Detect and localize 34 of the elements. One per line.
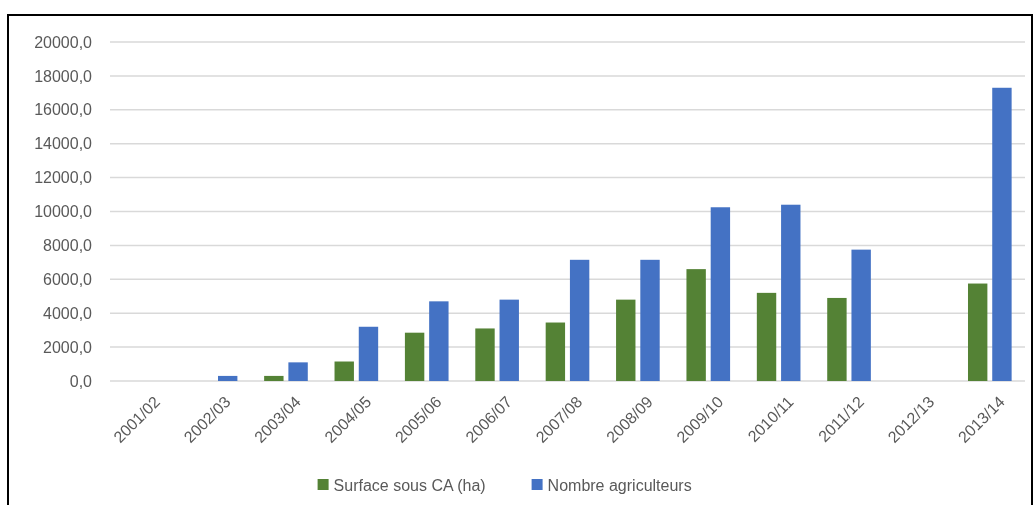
y-tick-label: 0,0 — [69, 372, 93, 390]
bar — [686, 269, 706, 381]
bar — [475, 328, 495, 381]
y-tick-label: 18000,0 — [34, 67, 93, 85]
bar — [967, 283, 988, 381]
y-tick-label: 2000,0 — [43, 338, 93, 356]
bar — [429, 301, 449, 381]
bar — [288, 362, 308, 381]
bar — [710, 207, 731, 381]
bar — [827, 297, 847, 381]
bar — [358, 326, 379, 381]
bar — [616, 299, 636, 381]
y-tick-label: 10000,0 — [34, 203, 93, 221]
y-tick-label: 12000,0 — [34, 169, 93, 187]
y-tick-label: 8000,0 — [43, 237, 93, 254]
bar — [640, 259, 660, 381]
legend-label: Surface sous CA (ha) — [333, 476, 486, 494]
bar — [404, 332, 425, 381]
y-tick-label: 14000,0 — [34, 135, 93, 153]
bar — [781, 204, 801, 381]
bar — [569, 259, 590, 381]
y-tick-label: 6000,0 — [43, 270, 93, 288]
bar — [499, 299, 519, 381]
bar — [992, 87, 1012, 381]
y-tick-label: 20000,0 — [34, 33, 93, 51]
y-tick-label: 4000,0 — [43, 304, 93, 322]
legend-label: Nombre agriculteurs — [547, 476, 692, 494]
bar — [264, 375, 284, 381]
bar — [218, 375, 238, 381]
bar — [334, 361, 354, 381]
bar — [851, 249, 871, 381]
bar — [545, 322, 566, 381]
bar — [756, 292, 777, 381]
y-tick-label: 16000,0 — [34, 101, 93, 119]
